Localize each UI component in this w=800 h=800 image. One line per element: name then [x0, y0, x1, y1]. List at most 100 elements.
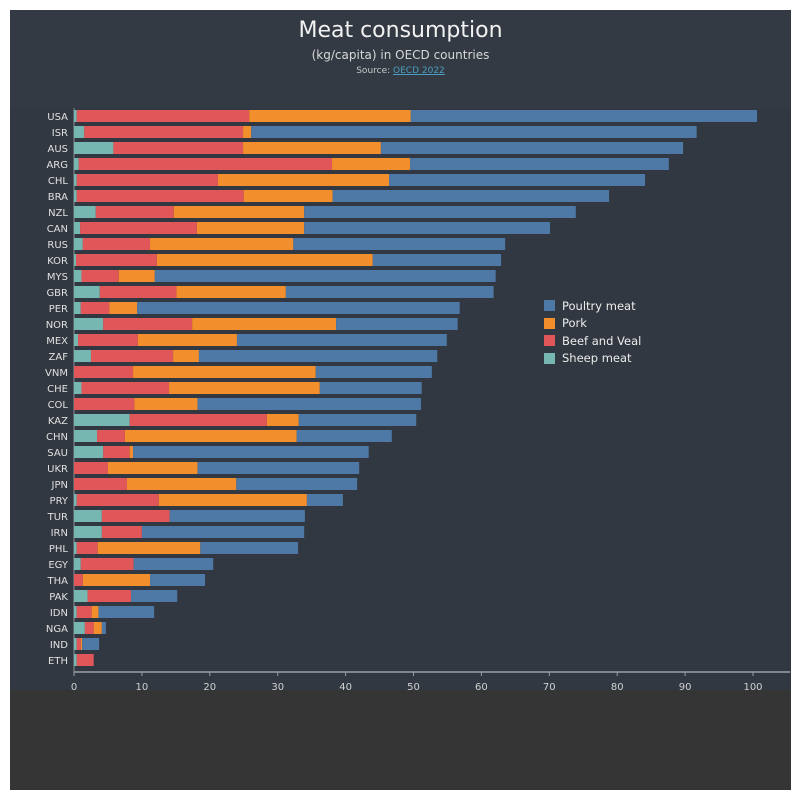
legend-swatch — [544, 352, 555, 364]
bar-chn-beef-and-veal — [97, 430, 125, 442]
bar-vnm-poultry-meat — [315, 366, 432, 378]
bar-gbr-poultry-meat — [285, 286, 494, 298]
bar-zaf-pork — [173, 350, 199, 362]
bar-eth-sheep-meat — [74, 654, 77, 666]
chart-frame: Meat consumption (kg/capita) in OECD cou… — [10, 10, 791, 790]
category-label-pry: PRY — [50, 496, 69, 507]
bar-ind-sheep-meat — [74, 638, 77, 650]
category-label-mex: MEX — [46, 336, 68, 347]
bar-mys-pork — [118, 270, 155, 282]
legend-swatch — [544, 300, 555, 312]
bar-kor-beef-and-veal — [76, 254, 157, 266]
bar-mex-sheep-meat — [74, 334, 79, 346]
bar-isr-pork — [243, 126, 252, 138]
bar-nzl-beef-and-veal — [95, 206, 174, 218]
bar-jpn-poultry-meat — [236, 478, 358, 490]
chart-subtitle: (kg/capita) in OECD countries — [311, 48, 490, 62]
bar-chl-poultry-meat — [389, 174, 646, 186]
category-label-sau: SAU — [47, 448, 68, 459]
bar-mys-beef-and-veal — [81, 270, 119, 282]
legend-item-poultry-meat[interactable]: Poultry meat — [544, 297, 641, 315]
bar-pry-pork — [158, 494, 307, 506]
bar-kaz-poultry-meat — [298, 414, 417, 426]
bar-pak-poultry-meat — [131, 590, 178, 602]
bar-kor-pork — [156, 254, 373, 266]
bar-sau-poultry-meat — [133, 446, 369, 458]
source-link[interactable]: OECD 2022 — [393, 66, 445, 76]
category-label-zaf: ZAF — [49, 352, 69, 363]
bar-ukr-poultry-meat — [197, 462, 360, 474]
bar-isr-beef-and-veal — [84, 126, 244, 138]
category-label-nzl: NZL — [48, 208, 68, 219]
bar-che-sheep-meat — [74, 382, 82, 394]
category-label-nor: NOR — [46, 320, 68, 331]
x-tick-label-40: 40 — [339, 682, 352, 690]
bar-kaz-sheep-meat — [74, 414, 130, 426]
category-label-irn: IRN — [51, 528, 68, 539]
bar-sau-beef-and-veal — [103, 446, 130, 458]
bar-irn-poultry-meat — [141, 526, 305, 538]
bar-per-beef-and-veal — [80, 302, 110, 314]
bar-col-poultry-meat — [197, 398, 421, 410]
bar-phl-beef-and-veal — [76, 542, 98, 554]
bar-per-sheep-meat — [74, 302, 81, 314]
category-label-aus: AUS — [47, 144, 68, 155]
legend: Poultry meat Pork Beef and Veal Sheep meat — [544, 297, 641, 367]
bar-kor-poultry-meat — [372, 254, 502, 266]
category-label-nga: NGA — [46, 624, 68, 635]
bar-kor-sheep-meat — [74, 254, 77, 266]
bar-phl-pork — [97, 542, 201, 554]
x-tick-label-50: 50 — [407, 682, 420, 690]
bar-rus-beef-and-veal — [82, 238, 151, 250]
bar-mex-pork — [137, 334, 237, 346]
bar-nor-beef-and-veal — [103, 318, 193, 330]
category-label-che: CHE — [47, 384, 68, 395]
bar-jpn-pork — [126, 478, 237, 490]
bar-pry-poultry-meat — [306, 494, 343, 506]
bar-kaz-pork — [266, 414, 299, 426]
bar-tha-pork — [82, 574, 151, 586]
chart-title: Meat consumption — [298, 18, 503, 43]
bar-zaf-sheep-meat — [74, 350, 91, 362]
x-tick-label-10: 10 — [136, 682, 149, 690]
bar-arg-beef-and-veal — [78, 158, 333, 170]
category-label-phl: PHL — [49, 544, 69, 555]
category-label-egy: EGY — [48, 560, 69, 571]
bar-per-pork — [109, 302, 138, 314]
legend-swatch — [544, 335, 555, 347]
bar-tur-sheep-meat — [74, 510, 102, 522]
category-label-per: PER — [49, 304, 68, 315]
legend-item-beef-and-veal[interactable]: Beef and Veal — [544, 332, 641, 350]
bar-ind-pork — [80, 638, 83, 650]
legend-item-sheep-meat[interactable]: Sheep meat — [544, 350, 641, 368]
bar-aus-pork — [243, 142, 381, 154]
category-label-vnm: VNM — [45, 368, 68, 379]
bar-bra-pork — [243, 190, 333, 202]
category-label-ind: IND — [50, 640, 68, 651]
bar-irn-sheep-meat — [74, 526, 102, 538]
bar-mex-poultry-meat — [236, 334, 447, 346]
bar-nor-poultry-meat — [336, 318, 458, 330]
bar-pry-sheep-meat — [74, 494, 77, 506]
bar-sau-sheep-meat — [74, 446, 104, 458]
bar-egy-poultry-meat — [133, 558, 214, 570]
category-label-eth: ETH — [48, 656, 68, 667]
legend-item-pork[interactable]: Pork — [544, 315, 641, 333]
category-label-kor: KOR — [47, 256, 68, 267]
bar-vnm-beef-and-veal — [74, 366, 134, 378]
bar-che-poultry-meat — [319, 382, 422, 394]
bar-egy-beef-and-veal — [80, 558, 134, 570]
chart-header: Meat consumption (kg/capita) in OECD cou… — [10, 10, 791, 108]
bar-nzl-pork — [173, 206, 305, 218]
category-label-tur: TUR — [47, 512, 68, 523]
bar-bra-beef-and-veal — [76, 190, 244, 202]
bar-bra-poultry-meat — [332, 190, 610, 202]
legend-label: Sheep meat — [562, 351, 632, 366]
x-tick-label-30: 30 — [271, 682, 284, 690]
bar-idn-pork — [91, 606, 99, 618]
bar-rus-sheep-meat — [74, 238, 83, 250]
bar-idn-sheep-meat — [74, 606, 77, 618]
bar-isr-sheep-meat — [74, 126, 85, 138]
bar-can-pork — [196, 222, 305, 234]
chart-panel: Meat consumption (kg/capita) in OECD cou… — [10, 10, 791, 690]
